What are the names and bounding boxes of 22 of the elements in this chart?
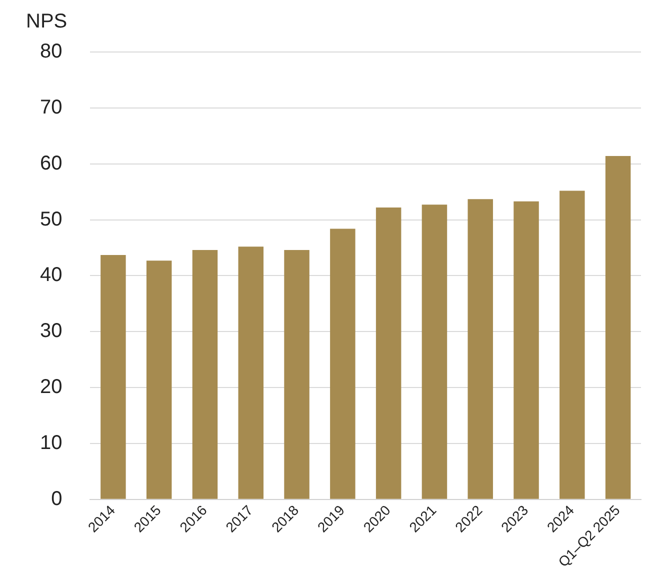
bar — [146, 260, 172, 499]
y-tick-label: 60 — [40, 152, 62, 174]
y-tick-label: 40 — [40, 264, 62, 286]
y-tick-label: 50 — [40, 208, 62, 230]
y-tick-label: 80 — [40, 40, 62, 63]
bar — [376, 207, 402, 499]
bar — [330, 228, 356, 499]
y-tick-label: 20 — [40, 376, 62, 398]
y-tick-label: 10 — [40, 432, 62, 454]
bar — [468, 199, 493, 499]
y-axis-title: NPS — [26, 10, 68, 33]
y-tick-label: 70 — [40, 96, 62, 118]
bar — [560, 190, 585, 499]
y-tick-label: 30 — [40, 320, 62, 342]
bar — [192, 250, 218, 499]
bar — [605, 156, 631, 499]
bar — [238, 246, 264, 499]
bar — [284, 250, 310, 499]
bar — [100, 255, 126, 499]
y-tick-label: 0 — [51, 488, 62, 510]
bar — [422, 204, 448, 499]
bar — [514, 201, 539, 499]
